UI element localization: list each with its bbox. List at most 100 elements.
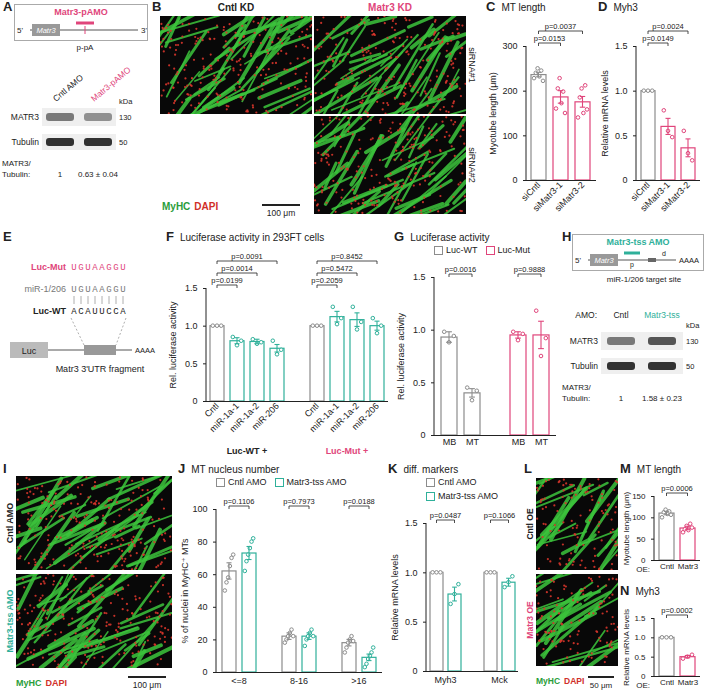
svg-text:G: G (106, 263, 111, 273)
svg-text:MyHCDAPI: MyHCDAPI (536, 676, 584, 686)
svg-text:p=0.7973: p=0.7973 (283, 497, 315, 506)
svg-text:50: 50 (637, 535, 646, 544)
svg-text:p=0.0188: p=0.0188 (343, 497, 375, 506)
svg-text:Matr3 KD: Matr3 KD (368, 2, 412, 13)
svg-text:0: 0 (641, 672, 646, 681)
svg-text:AAAA: AAAA (679, 256, 699, 265)
svg-text:p=0.0024: p=0.0024 (652, 22, 684, 31)
svg-text:Luc-Mut: Luc-Mut (31, 262, 66, 272)
svg-text:5': 5' (575, 256, 581, 265)
svg-text:Luc-Mut +: Luc-Mut + (326, 446, 369, 456)
svg-text:Tubulin:: Tubulin: (2, 170, 30, 179)
svg-text:Myotube length (μm): Myotube length (μm) (488, 72, 498, 155)
svg-text:Matr3: Matr3 (678, 678, 699, 687)
svg-text:1.0: 1.0 (185, 321, 198, 331)
svg-text:100: 100 (502, 131, 517, 141)
svg-text:100 μm: 100 μm (133, 680, 162, 690)
svg-text:Cntl AMO: Cntl AMO (5, 503, 15, 544)
svg-text:MB: MB (443, 437, 457, 447)
svg-text:U: U (71, 285, 76, 295)
svg-text:AMO:: AMO: (575, 310, 597, 320)
svg-text:Matr3: Matr3 (36, 26, 56, 35)
svg-text:kDa: kDa (686, 321, 700, 330)
svg-text:20: 20 (197, 635, 207, 645)
svg-text:p=0.9888: p=0.9888 (514, 265, 546, 274)
svg-text:p=0.0002: p=0.0002 (661, 606, 693, 615)
svg-text:100: 100 (192, 504, 207, 514)
svg-text:1.5: 1.5 (405, 518, 418, 528)
svg-text:p=0.0149: p=0.0149 (642, 34, 674, 43)
svg-text:Relative mRNA levels: Relative mRNA levels (600, 70, 610, 157)
svg-text:siRNA#1: siRNA#1 (467, 47, 477, 83)
svg-text:G: G (78, 263, 83, 273)
svg-text:0.5: 0.5 (634, 653, 646, 662)
svg-text:U: U (92, 307, 97, 317)
svg-text:Matr3-pAMO: Matr3-pAMO (54, 7, 108, 17)
svg-text:U: U (71, 263, 76, 273)
svg-text:0.5: 0.5 (185, 359, 198, 369)
svg-text:p=0.1066: p=0.1066 (484, 511, 516, 520)
svg-text:p=0.5472: p=0.5472 (321, 264, 353, 273)
svg-text:C: C (106, 307, 112, 317)
svg-text:A: A (71, 307, 77, 317)
svg-text:1: 1 (58, 170, 63, 179)
svg-text:Cntl OE: Cntl OE (525, 508, 535, 539)
svg-text:MyHCDAPI: MyHCDAPI (16, 678, 67, 688)
svg-text:1.0: 1.0 (634, 633, 646, 642)
svg-text:0.5: 0.5 (615, 131, 628, 141)
svg-text:MATR3/: MATR3/ (562, 383, 592, 392)
svg-text:300: 300 (502, 41, 517, 51)
svg-text:MATR3: MATR3 (11, 112, 39, 122)
svg-text:Myh3: Myh3 (434, 675, 456, 685)
svg-text:8-16: 8-16 (290, 676, 308, 686)
svg-text:Tubulin: Tubulin (570, 361, 598, 371)
svg-text:1.5: 1.5 (185, 283, 198, 293)
svg-text:0: 0 (202, 667, 207, 677)
svg-text:1.5: 1.5 (634, 614, 646, 623)
svg-text:Luc-WT +: Luc-WT + (227, 446, 268, 456)
svg-text:MATR3/: MATR3/ (2, 159, 32, 168)
svg-text:siMatr3-2: siMatr3-2 (658, 180, 692, 214)
svg-text:0.5: 0.5 (405, 617, 418, 627)
svg-text:130: 130 (119, 113, 132, 122)
svg-text:miR-1/206: miR-1/206 (24, 284, 66, 294)
svg-text:0: 0 (412, 666, 417, 676)
svg-text:kDa: kDa (119, 97, 133, 106)
svg-text:AAAA: AAAA (135, 346, 155, 355)
svg-text:A: A (92, 263, 98, 273)
svg-text:Matr3-tss AMO: Matr3-tss AMO (606, 237, 669, 247)
svg-text:C: C (78, 307, 84, 317)
svg-text:p=0.8452: p=0.8452 (331, 252, 363, 261)
svg-text:0.5: 0.5 (413, 378, 426, 388)
svg-text:A: A (85, 307, 91, 317)
svg-text:A: A (99, 263, 105, 273)
svg-text:Matr3: Matr3 (678, 562, 699, 571)
svg-text:miR-1/206 target site: miR-1/206 target site (607, 275, 682, 284)
svg-text:A: A (99, 285, 105, 295)
svg-text:1: 1 (619, 394, 624, 403)
svg-text:U: U (120, 285, 125, 295)
svg-text:1.0: 1.0 (615, 86, 628, 96)
svg-text:Luc-WT: Luc-WT (33, 306, 66, 316)
svg-text:1.0: 1.0 (413, 325, 426, 335)
svg-text:MB: MB (512, 437, 526, 447)
svg-text:1.58 ± 0.23: 1.58 ± 0.23 (642, 394, 683, 403)
svg-text:p=0.0199: p=0.0199 (211, 276, 243, 285)
svg-text:100: 100 (632, 513, 646, 522)
svg-text:MATR3: MATR3 (570, 336, 598, 346)
svg-text:p=0.0037: p=0.0037 (545, 22, 577, 31)
svg-text:% of nuclei in MyHC⁺ MTs: % of nuclei in MyHC⁺ MTs (180, 538, 190, 643)
svg-text:80: 80 (197, 537, 207, 547)
svg-text:p=0.1106: p=0.1106 (224, 497, 255, 506)
svg-text:Luc: Luc (22, 346, 37, 356)
svg-text:U: U (85, 263, 90, 273)
svg-text:Rel. luciferase activity: Rel. luciferase activity (396, 312, 406, 400)
svg-text:Cntl KD: Cntl KD (218, 2, 255, 13)
svg-text:Tubulin: Tubulin (11, 137, 39, 147)
svg-text:Tubulin:: Tubulin: (562, 394, 590, 403)
svg-text:Mck: Mck (491, 675, 508, 685)
svg-text:Matr3: Matr3 (594, 256, 614, 265)
svg-text:1.5: 1.5 (615, 41, 628, 51)
svg-text:200: 200 (502, 86, 517, 96)
svg-text:1.5: 1.5 (413, 272, 426, 282)
